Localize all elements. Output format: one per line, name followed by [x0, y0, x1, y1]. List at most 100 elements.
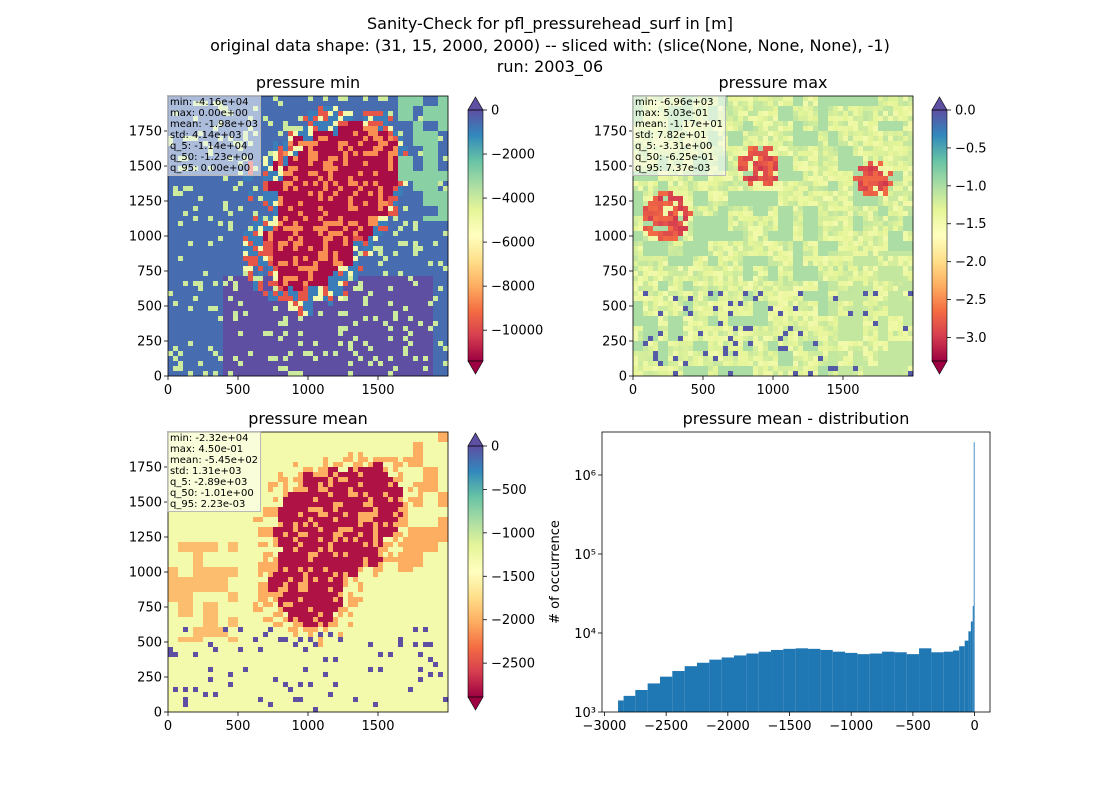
colorbar-tick-label: −10000 — [491, 324, 543, 339]
x-tick-label: 1500 — [361, 383, 394, 398]
y-tick-label: 750 — [137, 601, 162, 616]
histogram-bars — [618, 442, 975, 712]
histogram-bar — [659, 676, 673, 712]
histogram-bar — [684, 666, 697, 712]
y-tick-label: 0 — [154, 370, 162, 385]
x-tick-label: 1500 — [361, 719, 394, 734]
y-tick-label: 10³ — [574, 706, 596, 721]
histogram-bar — [758, 651, 772, 712]
colorbar-extend-top — [467, 96, 484, 111]
histogram-bar — [970, 621, 973, 712]
histogram-bar — [783, 648, 796, 712]
colorbar-tick-label: −1.0 — [955, 179, 987, 194]
y-tick-label: 1000 — [594, 230, 627, 245]
colorbar-tick-label: −2500 — [491, 657, 535, 672]
histogram-bar — [709, 659, 722, 712]
y-tick-label: 250 — [137, 671, 162, 686]
histogram-bar — [734, 655, 747, 712]
x-tick-label: 500 — [691, 383, 716, 398]
histogram-bar — [919, 648, 932, 712]
colorbar-tick-label: 0 — [491, 440, 499, 455]
histogram-bar — [894, 652, 907, 712]
histogram-bar — [635, 689, 648, 712]
colorbar-tick-label: −8000 — [491, 280, 535, 295]
x-tick-label: −1000 — [829, 719, 873, 734]
colorbar-tick-label: −2.5 — [955, 293, 987, 308]
colorbar — [468, 446, 483, 697]
y-tick-label: 10⁴ — [574, 627, 596, 642]
pressure-max-stats-box: min: -6.96e+03 max: 5.03e-01 mean: -1.17… — [632, 95, 727, 176]
x-tick-label: 0 — [164, 719, 172, 734]
pressure-min-stats-box: min: -4.16e+04 max: 0.00e+00 mean: -1.98… — [167, 95, 262, 176]
x-tick-label: −500 — [895, 719, 931, 734]
x-tick-label: 0 — [970, 719, 978, 734]
y-tick-label: 250 — [602, 335, 627, 350]
y-tick-label: 1000 — [129, 230, 162, 245]
y-tick-label: 1250 — [129, 531, 162, 546]
y-tick-label: 1000 — [129, 566, 162, 581]
colorbar-frame — [467, 445, 484, 698]
histogram-bar — [647, 683, 660, 712]
histogram-bar — [952, 650, 960, 712]
x-tick-label: −2000 — [706, 719, 750, 734]
x-tick-label: −1500 — [768, 719, 812, 734]
y-tick-label: 500 — [602, 300, 627, 315]
colorbar-tick-label: −2000 — [491, 613, 535, 628]
figure-title-line3: run: 2003_06 — [496, 57, 604, 76]
colorbar-tick-label: −1500 — [491, 570, 535, 585]
colorbar-extend-bottom — [931, 360, 948, 375]
colorbar-frame — [931, 109, 948, 362]
colorbar — [932, 110, 947, 361]
y-tick-label: 1750 — [129, 461, 162, 476]
histogram-bar — [959, 646, 965, 712]
distribution-panel: pressure mean - distribution −3000 −2500 −2… — [548, 409, 991, 734]
histogram-bar — [973, 442, 975, 712]
x-tick-label: 1000 — [756, 383, 789, 398]
y-tick-label: 1500 — [129, 160, 162, 175]
y-tick-label: 1500 — [594, 160, 627, 175]
histogram-bar — [771, 649, 784, 712]
panel-title: pressure mean - distribution — [683, 409, 910, 428]
y-tick-label: 10⁶ — [574, 469, 596, 484]
y-tick-label: 750 — [602, 265, 627, 280]
histogram-bar — [820, 649, 833, 712]
y-tick-label: 0 — [619, 370, 627, 385]
histogram-bar — [968, 631, 971, 712]
histogram-bar — [964, 640, 969, 712]
histogram-bar — [906, 654, 920, 712]
x-tick-label: 0 — [629, 383, 637, 398]
colorbar-tick-label: −500 — [491, 483, 527, 498]
histogram-bar — [931, 652, 944, 712]
colorbar-tick-label: −6000 — [491, 236, 535, 251]
colorbar-tick-label: −1.5 — [955, 217, 987, 232]
y-tick-label: 750 — [137, 265, 162, 280]
histogram-bar — [721, 657, 735, 712]
y-tick-label: 1500 — [129, 496, 162, 511]
y-tick-label: 1250 — [129, 195, 162, 210]
y-tick-label: 1750 — [594, 125, 627, 140]
x-tick-label: 1500 — [826, 383, 859, 398]
plot-frame — [601, 431, 991, 713]
figure-title-line2: original data shape: (31, 15, 2000, 2000… — [210, 36, 890, 55]
colorbar-extend-top — [931, 96, 948, 111]
y-tick-label: 500 — [137, 636, 162, 651]
y-tick-label: 10⁵ — [574, 548, 596, 563]
histogram-bar — [857, 654, 870, 712]
x-tick-label: −3000 — [582, 719, 626, 734]
colorbar-tick-label: 0 — [491, 104, 499, 119]
colorbar-tick-label: −3.0 — [955, 331, 987, 346]
histogram-bar — [832, 651, 846, 712]
histogram-bar — [697, 662, 710, 712]
colorbar-tick-label: −2000 — [491, 148, 535, 163]
histogram-bar — [672, 671, 685, 712]
histogram-bar — [795, 648, 809, 712]
x-tick-label: 500 — [226, 383, 251, 398]
colorbar-extend-bottom — [467, 360, 484, 375]
histogram-bar — [943, 651, 953, 712]
histogram-bar — [882, 651, 895, 712]
panel-title: pressure max — [718, 73, 827, 92]
colorbar-tick-label: −2.0 — [955, 255, 987, 270]
heatmap-cells — [168, 432, 449, 713]
y-tick-label: 500 — [137, 300, 162, 315]
